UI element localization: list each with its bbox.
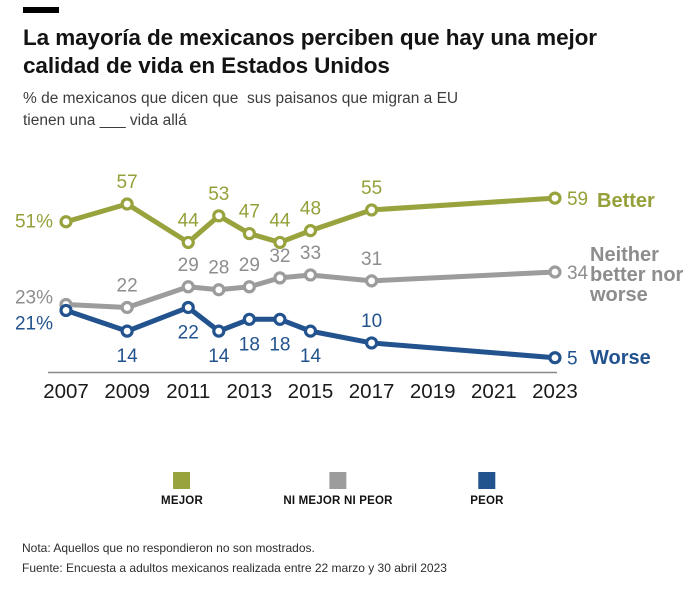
data-point-neither: [181, 280, 195, 294]
data-point-neither: [365, 274, 379, 288]
chart-title-line-2: calidad de vida en Estados Unidos: [23, 53, 390, 78]
data-point-better: [181, 235, 195, 250]
data-point-neither: [242, 280, 256, 294]
series-name-neither: better nor: [590, 264, 684, 286]
data-label-worse: 14: [300, 346, 322, 367]
data-label-neither: 23%: [15, 288, 53, 309]
data-label-worse: 18: [269, 334, 290, 355]
data-label-worse: 5: [567, 349, 578, 370]
data-point-neither: [120, 300, 134, 315]
data-point-better: [365, 203, 379, 217]
series-name-worse: Worse: [590, 347, 651, 369]
data-point-better: [303, 224, 318, 238]
legend-item-mejor: MEJOR: [161, 472, 203, 507]
data-point-worse: [59, 303, 73, 318]
data-label-neither: 31: [361, 249, 382, 270]
data-label-better: 47: [239, 202, 260, 223]
data-label-neither: 34: [567, 263, 589, 284]
x-axis-label: 2013: [227, 380, 273, 403]
data-label-better: 48: [300, 199, 321, 220]
data-label-worse: 14: [208, 346, 230, 367]
data-point-neither: [212, 283, 226, 297]
data-point-better: [548, 191, 562, 205]
chart-title: La mayoría de mexicanos perciben que hay…: [23, 24, 663, 80]
legend-label-peor: PEOR: [470, 495, 504, 507]
decorative-top-bar: [23, 7, 59, 13]
series-name-neither: worse: [589, 284, 648, 306]
x-axis-label: 2023: [532, 380, 578, 403]
x-axis-label: 2011: [166, 380, 210, 403]
legend-label-ni-mejor-ni-peor: NI MEJOR NI PEOR: [283, 495, 393, 507]
data-point-worse: [303, 324, 318, 338]
data-point-worse: [212, 324, 226, 338]
data-label-neither: 33: [300, 243, 321, 264]
data-point-worse: [120, 324, 134, 338]
data-label-better: 57: [117, 172, 138, 193]
data-label-better: 59: [567, 189, 588, 210]
data-label-worse: 18: [239, 334, 260, 355]
data-label-neither: 32: [269, 246, 290, 267]
data-label-worse: 22: [178, 322, 199, 343]
x-axis-label: 2009: [104, 380, 150, 403]
data-point-neither: [273, 271, 287, 285]
x-axis-label: 2007: [43, 380, 89, 403]
data-label-better: 55: [361, 178, 382, 199]
legend-swatch-ni-mejor-ni-peor: [329, 472, 347, 489]
data-point-better: [273, 235, 287, 250]
x-axis-label: 2017: [349, 380, 395, 403]
data-label-neither: 28: [208, 258, 229, 279]
data-label-better: 44: [178, 210, 200, 231]
note-text: Nota: Aquellos que no respondieron no so…: [22, 541, 315, 555]
source-text: Fuente: Encuesta a adultos mexicanos rea…: [22, 561, 447, 575]
data-point-better: [212, 209, 226, 223]
chart-subtitle-line-1: % de mexicanos que dicen que sus paisano…: [23, 90, 459, 107]
data-point-worse: [365, 336, 379, 350]
data-label-worse: 14: [117, 346, 139, 367]
data-point-better: [242, 226, 256, 241]
legend-item-ni-mejor-ni-peor: NI MEJOR NI PEOR: [283, 472, 392, 507]
legend-swatch-peor: [478, 472, 496, 489]
data-label-neither: 29: [178, 255, 199, 276]
data-point-worse: [273, 312, 287, 326]
data-point-better: [120, 197, 134, 211]
chart-subtitle: % de mexicanos que dicen que sus paisano…: [23, 88, 458, 132]
line-chart: 2007 2009 2011 2013 2015 2017 2019 2021 2023 51% 5…: [15, 172, 684, 403]
x-axis-label: 2021: [471, 380, 517, 403]
data-label-better: 44: [269, 210, 291, 231]
data-point-better: [59, 215, 73, 229]
data-point-worse: [548, 351, 562, 365]
legend-item-peor: PEOR: [470, 472, 504, 507]
chart-title-line-1: La mayoría de mexicanos perciben que hay…: [23, 25, 597, 50]
data-point-neither: [548, 265, 562, 279]
series-name-neither: Neither: [590, 244, 659, 266]
data-point-neither: [303, 268, 318, 282]
data-point-worse: [181, 300, 195, 315]
legend-label-mejor: MEJOR: [161, 495, 203, 507]
legend-swatch-mejor: [173, 472, 191, 489]
data-label-worse: 21%: [15, 313, 53, 334]
data-label-better: 51%: [15, 212, 53, 233]
series-name-better: Better: [597, 190, 655, 212]
data-label-better: 53: [208, 184, 229, 205]
x-axis-label: 2019: [410, 380, 456, 403]
data-label-neither: 29: [239, 255, 260, 276]
chart-subtitle-line-2: tienen una ___ vida allá: [23, 112, 187, 129]
data-label-neither: 22: [117, 275, 138, 296]
x-axis-label: 2015: [288, 380, 334, 403]
data-point-worse: [242, 312, 256, 326]
data-label-worse: 10: [361, 311, 382, 332]
